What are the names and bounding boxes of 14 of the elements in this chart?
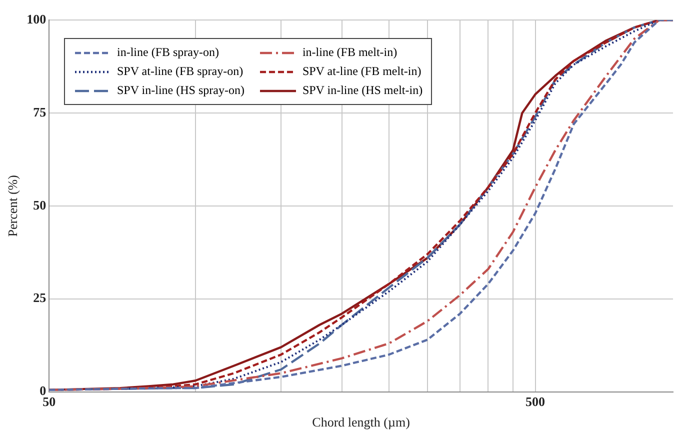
y-tick-label: 0 — [40, 383, 46, 398]
x-axis-title: Chord length (µm) — [312, 414, 410, 430]
legend-label: SPV at-line (FB spray-on) — [117, 64, 244, 79]
x-tick-label: 500 — [526, 394, 546, 409]
legend-label: SPV at-line (FB melt-in) — [302, 64, 422, 79]
y-tick-label: 50 — [33, 197, 46, 212]
y-tick-label: 100 — [26, 11, 46, 26]
legend-label: in-line (FB spray-on) — [117, 45, 219, 60]
y-axis-title: Percent (%) — [5, 175, 20, 237]
y-tick-label: 75 — [33, 104, 47, 120]
legend-label: SPV in-line (HS spray-on) — [117, 83, 244, 98]
y-tick-label: 25 — [33, 290, 47, 306]
legend-label: SPV in-line (HS melt-in) — [302, 83, 423, 98]
legend-label: in-line (FB melt-in) — [302, 45, 398, 60]
